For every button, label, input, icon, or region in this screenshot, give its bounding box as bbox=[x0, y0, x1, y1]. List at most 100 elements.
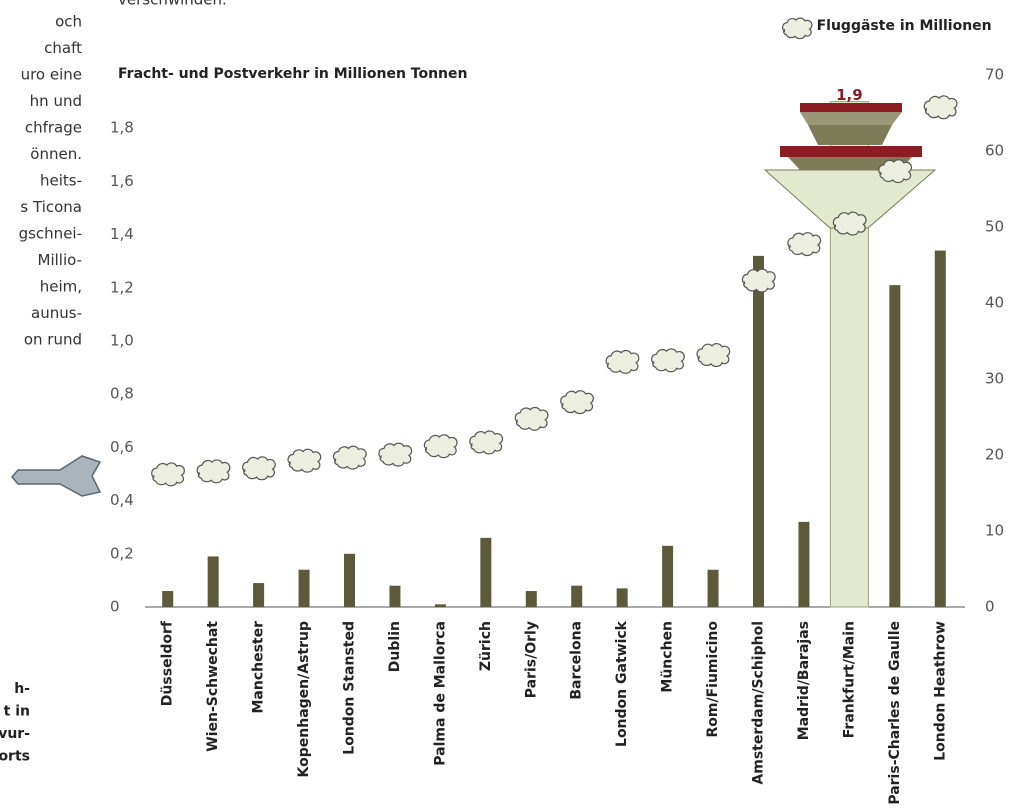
y-tick-label: 1,0 bbox=[110, 332, 134, 350]
bar bbox=[298, 569, 310, 607]
bar bbox=[707, 569, 719, 607]
bar bbox=[253, 583, 265, 607]
y2-tick-label: 20 bbox=[985, 446, 1004, 464]
top-text: verschwinden. bbox=[118, 0, 227, 9]
y2-tick-label: 30 bbox=[985, 370, 1004, 388]
y-tick-label: 0,2 bbox=[110, 544, 134, 562]
left-text: och chaft uro eine hn und chfrage önnen. heits… bbox=[19, 13, 83, 349]
passenger-cloud bbox=[287, 448, 322, 473]
y-tick-label: 1,4 bbox=[110, 225, 134, 243]
left-bottom-line: orts bbox=[0, 749, 30, 765]
x-tick-label: Frankfurt/Main bbox=[841, 621, 857, 738]
passenger-cloud bbox=[651, 348, 685, 373]
passenger-cloud bbox=[741, 268, 776, 293]
passenger-cloud bbox=[242, 456, 276, 481]
bar bbox=[662, 545, 674, 607]
left-bottom-text: h-t in vur-orts bbox=[0, 681, 30, 765]
passenger-cloud bbox=[560, 390, 594, 415]
legend-text: = Fluggäste in Millionen bbox=[800, 18, 992, 34]
y-tick-label: 1,8 bbox=[110, 119, 134, 137]
y2-tick-label: 60 bbox=[985, 142, 1004, 160]
x-tick-label: Dublin bbox=[387, 621, 403, 672]
bar bbox=[389, 585, 401, 607]
left-text-line: chfrage bbox=[25, 119, 82, 137]
passenger-cloud bbox=[832, 211, 867, 236]
left-text-line: hn und bbox=[30, 92, 82, 110]
bar bbox=[889, 285, 901, 607]
left-text-line: aunus- bbox=[31, 304, 82, 322]
passenger-cloud bbox=[151, 462, 185, 487]
bar bbox=[616, 588, 628, 607]
left-text-line: Millio- bbox=[38, 251, 82, 269]
left-text-line: s Ticona bbox=[20, 198, 82, 216]
passenger-cloud bbox=[423, 434, 458, 459]
y2-tick-label: 40 bbox=[985, 294, 1004, 312]
tower: 1,9 bbox=[151, 86, 958, 487]
y-tick-label: 1,6 bbox=[110, 172, 134, 190]
bar bbox=[480, 537, 492, 607]
passenger-cloud bbox=[332, 445, 367, 470]
passenger-cloud bbox=[605, 349, 640, 374]
bar bbox=[525, 591, 537, 607]
legend-icon bbox=[782, 17, 813, 40]
clouds bbox=[151, 95, 958, 487]
left-text-line: gschnei- bbox=[19, 225, 82, 243]
left-bottom-line: vur- bbox=[0, 726, 30, 742]
y2-tick-label: 10 bbox=[985, 522, 1004, 540]
left-text-line: uro eine bbox=[21, 66, 82, 84]
left-text-line: heits- bbox=[40, 172, 82, 190]
value-label: 1,9 bbox=[836, 86, 863, 104]
passenger-cloud bbox=[514, 406, 549, 431]
y-tick-label: 0,6 bbox=[110, 438, 134, 456]
bar bbox=[934, 250, 946, 607]
y2-tick-label: 70 bbox=[985, 66, 1004, 84]
bar bbox=[207, 556, 219, 607]
passenger-cloud bbox=[696, 343, 731, 368]
passenger-cloud bbox=[787, 232, 822, 257]
x-tick-label: Palma de Mallorca bbox=[432, 621, 448, 766]
x-tick-label: Amsterdam/Schiphol bbox=[751, 621, 767, 785]
bar bbox=[344, 553, 355, 607]
y2-tick-label: 0 bbox=[985, 598, 995, 616]
x-tick-label: Manchester bbox=[251, 621, 267, 714]
y-tick-label: 0 bbox=[110, 598, 120, 616]
left-bottom-line: t in bbox=[4, 704, 30, 720]
x-tick-label: Paris/Orly bbox=[523, 621, 539, 698]
left-text-line: on rund bbox=[24, 331, 82, 349]
y-tick-label: 1,2 bbox=[110, 278, 134, 296]
y-tick-label: 0,4 bbox=[110, 491, 134, 509]
left-text-line: önnen. bbox=[30, 145, 82, 163]
x-tick-label: München bbox=[660, 621, 676, 693]
bar bbox=[571, 585, 583, 607]
bar bbox=[434, 604, 446, 607]
x-tick-label: Zürich bbox=[478, 621, 494, 671]
bar bbox=[162, 591, 174, 607]
left-text-line: och bbox=[55, 13, 82, 31]
x-tick-label: Wien-Schwechat bbox=[205, 621, 221, 752]
left-text-line: heim, bbox=[40, 278, 82, 296]
left-text-line: chaft bbox=[44, 39, 82, 57]
x-tick-label: Düsseldorf bbox=[160, 620, 176, 706]
x-tick-label: Madrid/Barajas bbox=[796, 621, 812, 740]
bar bbox=[798, 521, 810, 607]
airplane-icon bbox=[11, 455, 102, 497]
passenger-cloud bbox=[923, 95, 958, 120]
y-axis-label: Fracht- und Postverkehr in Millionen Ton… bbox=[118, 66, 468, 82]
y-tick-label: 0,8 bbox=[110, 385, 134, 403]
x-tick-label: Paris-Charles de Gaulle bbox=[887, 621, 903, 805]
x-tick-label: London Gatwick bbox=[614, 620, 630, 747]
x-tick-label: London Heathrow bbox=[932, 621, 948, 761]
y2-tick-label: 50 bbox=[985, 218, 1004, 236]
passenger-cloud bbox=[469, 430, 504, 455]
bar bbox=[753, 255, 764, 607]
passenger-cloud bbox=[196, 459, 231, 484]
passenger-cloud bbox=[378, 442, 413, 467]
left-bottom-line: h- bbox=[14, 681, 30, 697]
x-tick-label: Kopenhagen/Astrup bbox=[296, 621, 312, 777]
x-tick-label: Rom/Fiumicino bbox=[705, 621, 721, 738]
legend-cloud bbox=[782, 17, 813, 40]
x-tick-label: Barcelona bbox=[569, 621, 585, 700]
x-tick-label: London Stansted bbox=[342, 621, 358, 755]
passenger-cloud bbox=[878, 159, 913, 184]
